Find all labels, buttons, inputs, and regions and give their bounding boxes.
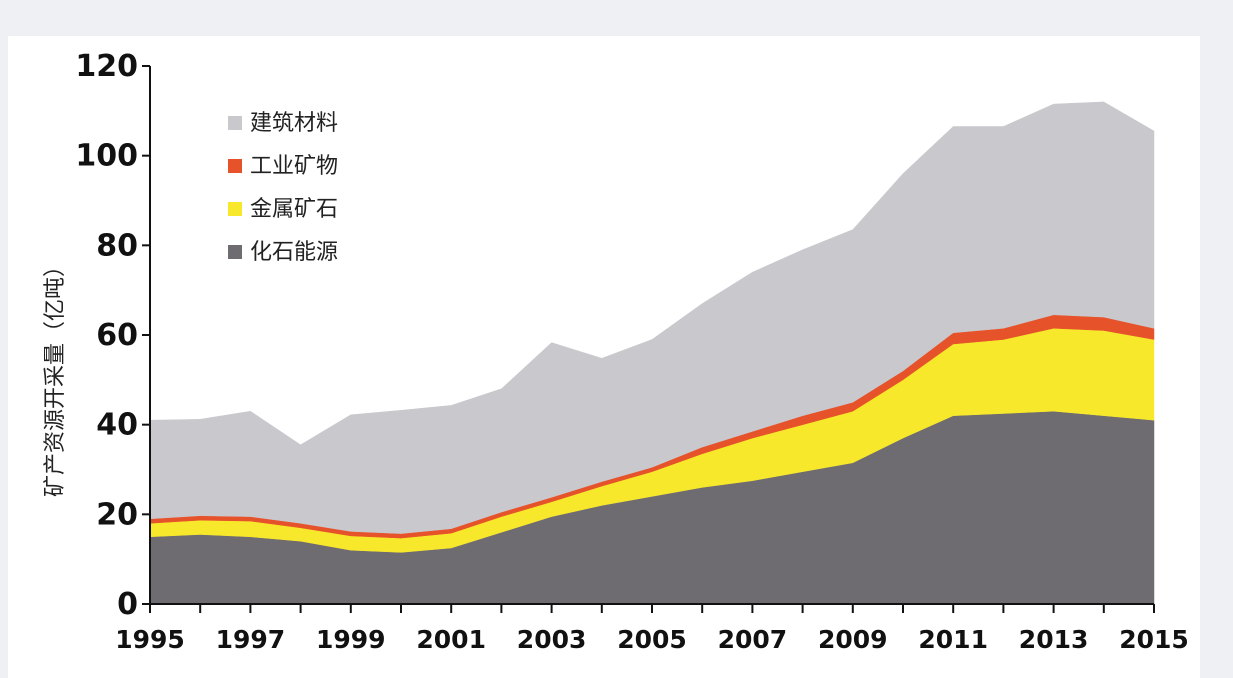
y-tick-label: 100 <box>75 139 138 174</box>
y-tick-label: 20 <box>96 497 138 532</box>
legend-swatch <box>228 159 242 173</box>
legend-label: 金属矿石 <box>250 197 338 222</box>
stacked-area-chart: 0 20 40 60 80 100 120 1995 1997 1999 2001 2003 2005 2… <box>43 49 1189 654</box>
legend-swatch <box>228 202 242 216</box>
axes-layer: 0 20 40 60 80 100 120 1995 1997 1999 2001 2003 2005 2… <box>75 49 1188 654</box>
x-tick-label: 2007 <box>718 625 788 654</box>
x-tick-label: 2009 <box>818 625 888 654</box>
chart-card: 0 20 40 60 80 100 120 1995 1997 1999 2001 2003 2005 2… <box>8 36 1200 678</box>
y-axis-label: 矿产资源开采量（亿吨） <box>43 255 68 497</box>
x-tick-label: 1995 <box>115 625 185 654</box>
x-tick-label: 2001 <box>416 625 486 654</box>
legend-swatch <box>228 116 242 130</box>
area-layer <box>149 101 1155 605</box>
x-tick-label: 1997 <box>216 625 286 654</box>
legend-label: 化石能源 <box>250 240 338 265</box>
legend-swatch <box>228 245 242 259</box>
x-tick-label: 2003 <box>517 625 587 654</box>
series-area-建筑材料 <box>149 101 1155 534</box>
legend-label: 工业矿物 <box>250 154 338 179</box>
y-tick-label: 60 <box>96 318 138 353</box>
y-tick-label: 120 <box>75 49 138 84</box>
x-tick-label: 2015 <box>1119 625 1189 654</box>
x-tick-label: 1999 <box>316 625 386 654</box>
y-tick-label: 40 <box>96 408 138 443</box>
legend-label: 建筑材料 <box>250 111 338 136</box>
x-tick-label: 2013 <box>1019 625 1089 654</box>
x-tick-label: 2005 <box>617 625 687 654</box>
x-tick-label: 2011 <box>918 625 988 654</box>
y-tick-label: 80 <box>96 228 138 263</box>
y-tick-label: 0 <box>117 587 138 622</box>
